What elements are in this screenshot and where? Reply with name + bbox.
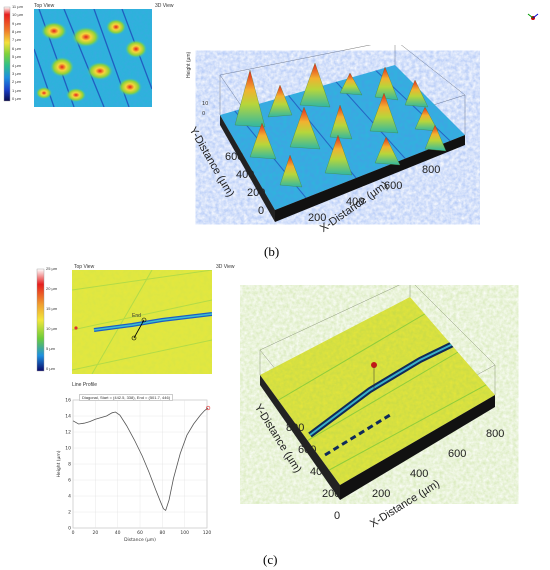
scale-label: 7 µm — [12, 37, 21, 43]
y-tick-label: 8 — [68, 462, 71, 468]
scale-label: 3 µm — [12, 70, 21, 76]
scale-label: 8 µm — [12, 29, 21, 35]
axis-tick-label: 0 — [334, 510, 341, 522]
x-tick-label: 80 — [159, 530, 165, 536]
scale-label: 0 µm — [46, 366, 55, 371]
x-tick-label: 0 — [72, 530, 75, 536]
y-tick-label: 0 — [68, 526, 71, 532]
axis-tick-label: 400 — [236, 169, 255, 181]
axis-tick-label: 600 — [448, 448, 467, 460]
surface-3d-c — [240, 279, 530, 515]
scale-label: 10 µm — [12, 12, 24, 18]
profile-end-marker — [206, 405, 211, 411]
scale-label: 0 µm — [12, 96, 21, 101]
scale-label: 5 µm — [46, 346, 55, 351]
top-view-b-image — [33, 8, 153, 108]
profile-chart: 0 2 4 6 8 10 12 14 16 0 20 40 60 80 100 120 Distance (µm… — [55, 388, 215, 550]
axis-tick-label: 200 — [247, 187, 266, 199]
scale-label: 9 µm — [12, 20, 21, 26]
y-tick-label: 16 — [65, 398, 71, 404]
scale-label: 5 µm — [12, 54, 21, 60]
scale-b: 11 µm 10 µm 9 µm 8 µm 7 µm 6 µm 5 µm 4 µm 3 µm 2 … — [2, 4, 30, 104]
axis-tick-label: 800 — [486, 428, 505, 440]
x-tick-label: 60 — [137, 530, 143, 536]
x-tick-label: 40 — [115, 530, 121, 536]
caption-c: (c) — [263, 552, 278, 567]
svg-text:0: 0 — [202, 111, 205, 117]
x-tick-label: 120 — [203, 530, 212, 536]
profile-legend: Diagonal, Start = (442.5, 338), End = (5… — [79, 394, 174, 401]
top-view-c-title: Top View — [74, 264, 95, 270]
axis-tick-label: 600 — [225, 151, 244, 163]
top-view-b-title: Top View — [34, 3, 55, 9]
scale-label: 6 µm — [12, 45, 21, 51]
y-tick-label: 4 — [68, 494, 71, 500]
scale-c-bar — [36, 268, 45, 372]
axis-indicator-b — [526, 10, 540, 24]
surface-3d-b: 10 0 — [180, 39, 480, 235]
scale-c: 25 µm 20 µm 15 µm 10 µm 5 µm 0 µm — [34, 266, 70, 374]
y-tick-label: 2 — [68, 510, 71, 516]
height-axis-title-b: Height (µm) — [186, 51, 192, 78]
axis-tick-label: 400 — [310, 466, 329, 478]
scale-b-bar — [3, 6, 11, 102]
scale-label: 10 µm — [46, 326, 58, 331]
y-tick-label: 14 — [65, 414, 71, 420]
scale-label: 4 µm — [12, 62, 21, 68]
axis-tick-label: 200 — [372, 488, 391, 500]
scale-label: 25 µm — [46, 266, 58, 271]
profile-title: Line Profile — [72, 382, 98, 388]
scale-label: 15 µm — [46, 306, 58, 311]
view3d-c-title: 3D View — [216, 264, 235, 270]
top-view-c-image — [71, 269, 213, 375]
axis-tick-label: 200 — [322, 488, 341, 500]
profile-svg: 0 2 4 6 8 10 12 14 16 0 20 40 60 80 100 120 Distance (µm… — [56, 398, 212, 544]
scale-label: 11 µm — [12, 4, 23, 9]
profile-y-label: Height (µm) — [56, 450, 62, 477]
y-tick-label: 6 — [68, 478, 71, 484]
axis-tick-label: 600 — [298, 444, 317, 456]
profile-series-line — [72, 407, 209, 512]
scale-label: 20 µm — [46, 286, 58, 291]
y-tick-label: 10 — [65, 446, 71, 452]
axis-tick-label: 800 — [422, 164, 441, 176]
scale-label: 1 µm — [12, 87, 21, 93]
axis-tick-label: 0 — [258, 205, 265, 217]
x-tick-label: 100 — [180, 530, 189, 536]
y-tick-label: 12 — [65, 430, 71, 436]
x-tick-label: 20 — [92, 530, 98, 536]
axis-tick-label: 400 — [346, 196, 365, 208]
view3d-b-title: 3D View — [155, 3, 174, 9]
end-label: End — [132, 313, 141, 319]
caption-b: (b) — [264, 244, 280, 259]
profile-x-label: Distance (µm) — [124, 537, 156, 543]
axis-tick-label: 600 — [384, 180, 403, 192]
scale-label: 2 µm — [12, 79, 21, 85]
height-axis-b: 10 — [202, 101, 208, 107]
axis-tick-label: 800 — [286, 422, 305, 434]
axis-tick-label: 400 — [410, 468, 429, 480]
axis-tick-label: 200 — [308, 212, 327, 224]
